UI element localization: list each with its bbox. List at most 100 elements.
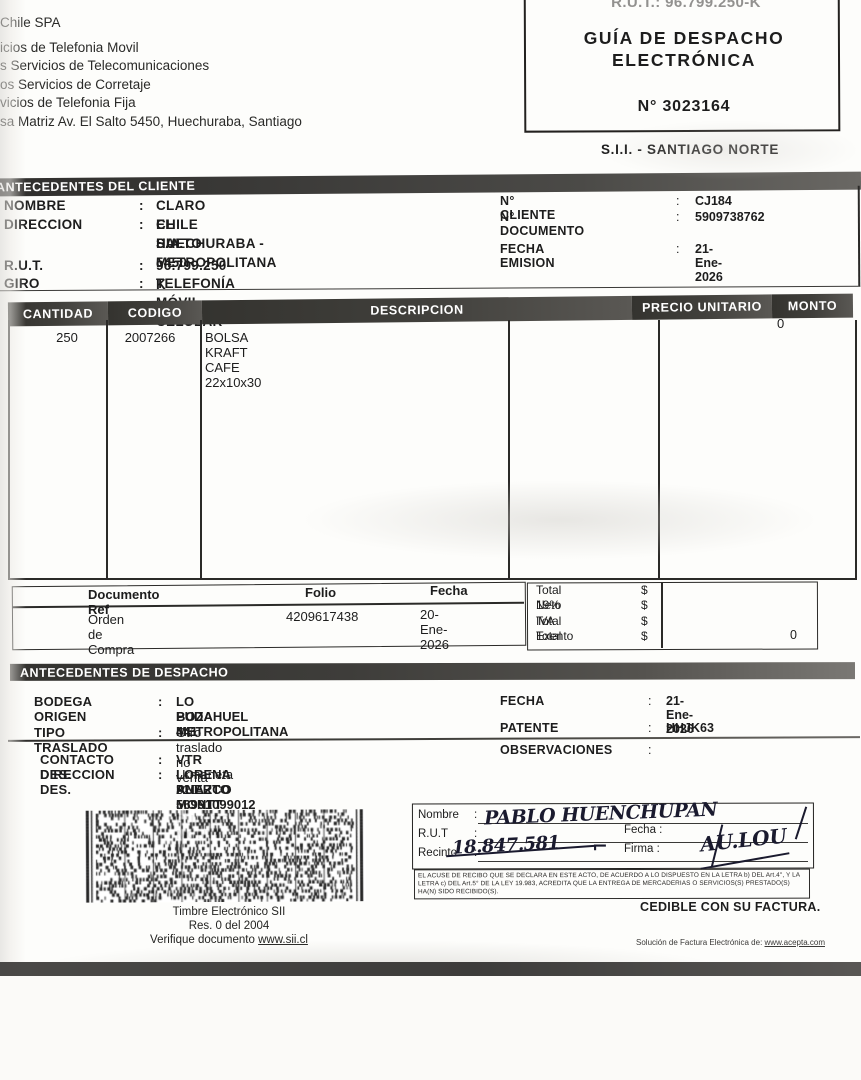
issuer-company-block: Chile SPA icios de Telefonia Movil s Ser… [0,14,420,132]
reference-value-documento: Orden de Compra [88,612,135,657]
reference-value-folio: 4209617438 [286,609,359,624]
dispatch-value-fecha: 21-Ene-2026 [666,694,694,736]
issuer-line-5: sa Matriz Av. El Salto 5450, Huechuraba,… [0,113,302,129]
dispatch-label-bodega: BODEGA ORIGEN [34,694,92,724]
client-label-giro: GIRO [4,276,40,291]
colon-1: : [139,217,144,232]
reference-header-documento: Documento Ref [88,587,160,617]
sii-website-link[interactable]: www.sii.cl [258,934,308,946]
pdf417-barcode-timbre [83,809,367,903]
items-table-body [8,320,857,580]
reference-header-fecha: Fecha [430,583,468,598]
dispatch-value-direccion: Urmeneta 320 [176,767,234,797]
colon-0: : [139,198,144,213]
total-label-exento: Total Exento [536,613,574,644]
dispatch-label-direccion: DIRECCION DES. [40,767,115,797]
colon-12: : [648,721,652,735]
colon-15: : [474,828,478,840]
colon-10: : [158,767,163,782]
acepta-website-link[interactable]: www.acepta.com [764,938,825,947]
colon-14: : [474,809,478,821]
colon-11: : [648,694,652,708]
total-currency-iva: $ [641,598,648,613]
dispatch-label-patente: PATENTE [500,721,559,735]
row-cantidad: 250 [56,330,78,345]
timbre-verify-prefix: Verifique documento [150,934,259,946]
client-value-rut: 96.799.250-K [156,258,232,292]
issuer-line-3: os Servicios de Corretaje [0,76,151,92]
issuer-line-2: s Servicios de Telecomunicaciones [0,58,210,74]
timbre-line1: Timbre Electrónico SII [172,906,286,918]
timbre-line2: Res. 0 del 2004 [188,920,270,932]
scan-bottom-white [0,976,861,1080]
client-value-nombre: CLARO CHILE S.A. [156,198,206,251]
dispatch-divider-rule [7,736,861,743]
colon-4: : [676,194,680,208]
timbre-caption: Timbre Electrónico SII Res. 0 del 2004 V… [84,905,374,947]
colon-5: : [676,210,680,224]
acuse-label-firma: Firma : [624,843,660,855]
issuer-line-0: Chile SPA [0,15,61,30]
total-label-total: Total [536,629,562,644]
total-label-neto: Total Neto [536,583,562,613]
dispatch-value-bodega: LO BOZA 441 [176,694,213,739]
handwritten-mark: ⌐ [592,836,608,858]
issuer-line-4: vicios de Telefonia Fija [0,95,136,111]
cedible-notice: CEDIBLE CON SU FACTURA. [640,900,821,914]
client-value-direccion: EL SALTO 5450 [156,217,203,270]
dispatch-section-header: ANTECEDENTES DE DESPACHO [9,662,856,681]
dispatch-label-fecha: FECHA [500,694,545,708]
dispatch-value-bodega-comuna: PUDAHUEL METROPOLITANA [176,709,289,739]
colon-6: : [676,242,680,256]
client-value-comuna: HUECHURABA - METROPOLITANA [156,236,277,270]
acuse-legal-text: EL ACUSE DE RECIBO QUE SE DECLARA EN EST… [413,868,811,900]
client-label-numero-documento: N° DOCUMENTO [500,210,585,238]
document-title-line2: ELECTRÓNICA [612,50,756,70]
colon-7: : [158,694,163,709]
column-header-precio-unitario: PRECIO UNITARIO [631,294,773,320]
provider-footer: Solución de Factura Electrónica de: www.… [636,938,825,947]
colon-8: : [158,725,163,740]
scan-bottom-shadow [0,962,861,976]
dispatch-label-contacto: CONTACTO DES. [40,752,115,782]
acuse-label-fecha: Fecha : [624,824,663,836]
total-amount-value: 0 [790,628,797,642]
dispatch-label-observaciones: OBSERVACIONES [500,743,613,757]
dispatch-label-tipo-traslado: TIPO TRASLADO [34,725,108,755]
issuer-rut: R.U.T.: 96.799.250-K [611,0,761,11]
row-codigo: 2007266 [124,330,176,345]
client-value-numero-cliente: CJ184 [695,194,732,208]
provider-prefix: Solución de Factura Electrónica de: [636,938,765,947]
dispatch-value-patente: HHJK63 [666,721,714,735]
dispatch-value-contacto: VTR LORENA ANAZCO 56991099012 [176,752,256,812]
totals-divider [661,582,663,648]
client-label-rut: R.U.T. [4,258,44,273]
total-currency-exento: $ [641,613,648,628]
client-label-fecha-emision: FECHA EMISION [500,242,555,270]
client-label-nombre: NOMBRE [4,198,66,213]
monto-column-value: 0 [777,316,785,331]
dispatch-value-tipo-traslado: Otro traslado no venta [176,725,223,785]
document-title-line1: GUÍA DE DESPACHO [583,28,785,48]
reference-header-folio: Folio [305,585,337,600]
document-number: N° 3023164 [637,98,731,115]
colon-13: : [648,743,652,757]
total-label-iva: 19% IVA [536,598,561,628]
total-currency-total: $ [641,629,648,644]
colon-3: : [139,276,144,291]
client-label-direccion: DIRECCION [4,217,83,232]
acuse-label-nombre: Nombre [418,809,459,821]
issuer-line-1: icios de Telefonia Movil [0,39,139,55]
acuse-label-rut: R.U.T [418,828,449,840]
colon-9: : [158,752,163,767]
row-descripcion: BOLSA KRAFT CAFE 22x10x30 [205,330,262,390]
client-label-numero-cliente: N° CLIENTE [500,194,556,222]
colon-2: : [139,258,144,273]
reference-value-fecha: 20-Ene-2026 [420,607,449,652]
sii-office-label: S.I.I. - SANTIAGO NORTE [600,142,780,157]
client-value-fecha-emision: 21-Ene-2026 [695,242,723,284]
client-value-numero-documento: 5909738762 [695,210,765,224]
column-header-monto: MONTO [771,293,854,319]
total-currency-neto: $ [641,583,648,597]
